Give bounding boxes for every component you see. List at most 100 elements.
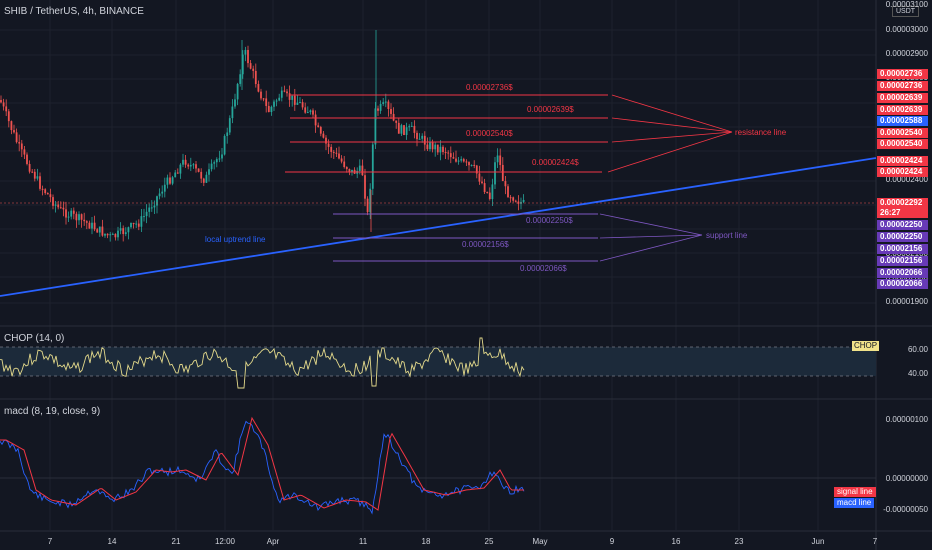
- candle-body: [213, 162, 216, 164]
- candle-body: [117, 230, 119, 238]
- candle-body: [421, 135, 424, 139]
- price-axis-label: 0.00001900: [885, 297, 928, 306]
- candle-body: [7, 111, 10, 122]
- resistance-level-label-3: 0.00002540$: [466, 129, 513, 138]
- price-tag: 0.00002424: [877, 156, 928, 166]
- candle-body: [49, 194, 52, 198]
- candle-body: [335, 152, 338, 154]
- candle-body: [67, 216, 70, 218]
- price-tag: 0.00002250: [877, 232, 928, 242]
- price-tag: 0.00002736: [877, 69, 928, 79]
- candle-body: [405, 127, 408, 135]
- price-axis-label: 0.00002900: [885, 49, 928, 58]
- candle-body: [236, 83, 239, 100]
- candle-body: [309, 110, 312, 113]
- candle-body: [26, 154, 28, 164]
- candle-body: [252, 68, 255, 71]
- candle-body: [395, 120, 398, 123]
- candle-body: [288, 93, 291, 100]
- candle-body: [140, 216, 143, 227]
- candle-body: [262, 98, 265, 100]
- macd-title[interactable]: macd (8, 19, close, 9): [4, 406, 101, 417]
- candle-body: [184, 159, 187, 165]
- candle-body: [439, 146, 442, 153]
- candle-body: [330, 146, 333, 152]
- candle-body: [15, 132, 18, 143]
- candle-body: [408, 126, 411, 128]
- candle-body: [455, 158, 457, 162]
- candle-body: [208, 169, 210, 175]
- price-tag: 0.00002424: [877, 167, 928, 177]
- candle-body: [75, 213, 78, 221]
- macd-axis-bottom: -0.00000050: [883, 505, 928, 514]
- candle-body: [325, 137, 327, 144]
- candle-body: [54, 204, 57, 206]
- candle-body: [384, 101, 387, 103]
- symbol-title[interactable]: SHIB / TetherUS, 4h, BINANCE: [4, 6, 144, 17]
- resistance-arrow: [611, 117, 733, 133]
- time-axis-label: 11: [358, 537, 368, 546]
- candle-body: [306, 112, 309, 114]
- candle-body: [494, 162, 496, 185]
- candle-body: [83, 219, 86, 222]
- candle-body: [377, 108, 379, 111]
- candle-body: [413, 125, 416, 133]
- candle-body: [215, 159, 218, 163]
- candle-body: [33, 171, 36, 179]
- price-tag: 0.00002588: [877, 116, 928, 126]
- price-axis-label: 0.00003100: [885, 0, 928, 9]
- candle-body: [10, 121, 13, 131]
- price-tag: 0.00002066: [877, 268, 928, 278]
- time-axis-label: May: [532, 537, 548, 546]
- candle-body: [314, 114, 317, 126]
- candle-body: [457, 160, 460, 162]
- candle-body: [93, 222, 96, 230]
- candle-body: [98, 226, 101, 233]
- candle-body: [473, 164, 476, 166]
- candle-body: [397, 122, 400, 134]
- candle-body: [291, 95, 294, 100]
- macd-axis-top: 0.00000100: [885, 415, 928, 424]
- candle-body: [369, 188, 372, 213]
- price-axis-label: 0.00003000: [885, 25, 928, 34]
- candle-body: [39, 176, 41, 189]
- candle-body: [491, 184, 494, 199]
- candle-body: [166, 177, 169, 185]
- candle-body: [387, 101, 390, 110]
- currency-button[interactable]: USDT: [892, 6, 920, 17]
- time-axis-label: 18: [421, 537, 431, 546]
- price-tag: 0.00002736: [877, 81, 928, 91]
- support-level-label-3: 0.00002066$: [520, 264, 567, 273]
- support-line-label: support line: [706, 231, 748, 240]
- candle-body: [410, 125, 413, 127]
- candle-body: [338, 153, 340, 159]
- candle-body: [358, 165, 361, 171]
- macd-plot: [0, 416, 876, 515]
- resistance-level-label-4: 0.00002424$: [532, 158, 579, 167]
- drawing-layer: [0, 94, 877, 297]
- candle-body: [332, 151, 335, 153]
- candle-body: [514, 200, 517, 202]
- candle-body: [475, 165, 478, 174]
- candle-body: [223, 135, 226, 155]
- candle-body: [379, 103, 382, 111]
- time-axis-label: Jun: [811, 537, 825, 546]
- price-tag: 0.00002540: [877, 128, 928, 138]
- candle-body: [36, 176, 39, 179]
- price-axis-label: 0.00002400: [885, 175, 928, 184]
- candle-body: [319, 127, 322, 134]
- candle-body: [501, 164, 504, 182]
- candle-body: [483, 183, 486, 193]
- chop-title[interactable]: CHOP (14, 0): [4, 333, 65, 344]
- candle-body: [280, 90, 283, 98]
- candle-body: [509, 197, 512, 199]
- candle-body: [371, 144, 374, 189]
- candle-body: [239, 74, 242, 84]
- candle-body: [187, 164, 190, 167]
- candle-body: [283, 90, 286, 92]
- candle-body: [156, 196, 158, 206]
- candle-body: [176, 172, 179, 174]
- chop-axis-40: 40.00: [907, 369, 928, 378]
- candle-body: [436, 144, 439, 153]
